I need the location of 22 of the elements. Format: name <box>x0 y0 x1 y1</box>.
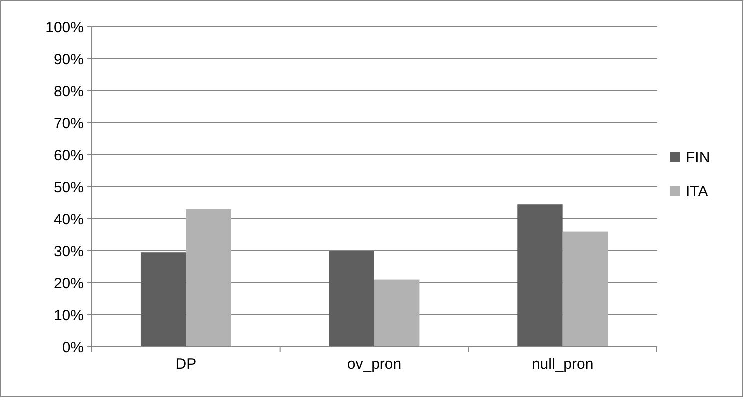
y-tick-label: 10% <box>54 307 84 324</box>
y-tick-label: 20% <box>54 275 84 292</box>
y-tick-label: 30% <box>54 243 84 260</box>
y-tick-label: 80% <box>54 83 84 100</box>
bar <box>329 251 374 347</box>
y-tick-label: 70% <box>54 115 84 132</box>
x-tick-label: DP <box>176 356 197 373</box>
y-tick-label: 90% <box>54 51 84 68</box>
bar <box>518 204 563 347</box>
y-tick-label: 40% <box>54 211 84 228</box>
legend-label: ITA <box>686 183 708 200</box>
y-tick-label: 60% <box>54 147 84 164</box>
x-tick-label: null_pron <box>532 356 594 373</box>
bar <box>562 232 608 347</box>
bar <box>140 252 186 347</box>
y-tick-label: 0% <box>62 339 84 356</box>
y-tick-label: 50% <box>54 179 84 196</box>
y-tick-label: 100% <box>46 19 84 36</box>
legend-label: FIN <box>686 149 710 166</box>
x-tick-label: ov_pron <box>347 356 402 373</box>
bar <box>186 209 232 347</box>
bar <box>374 280 420 347</box>
